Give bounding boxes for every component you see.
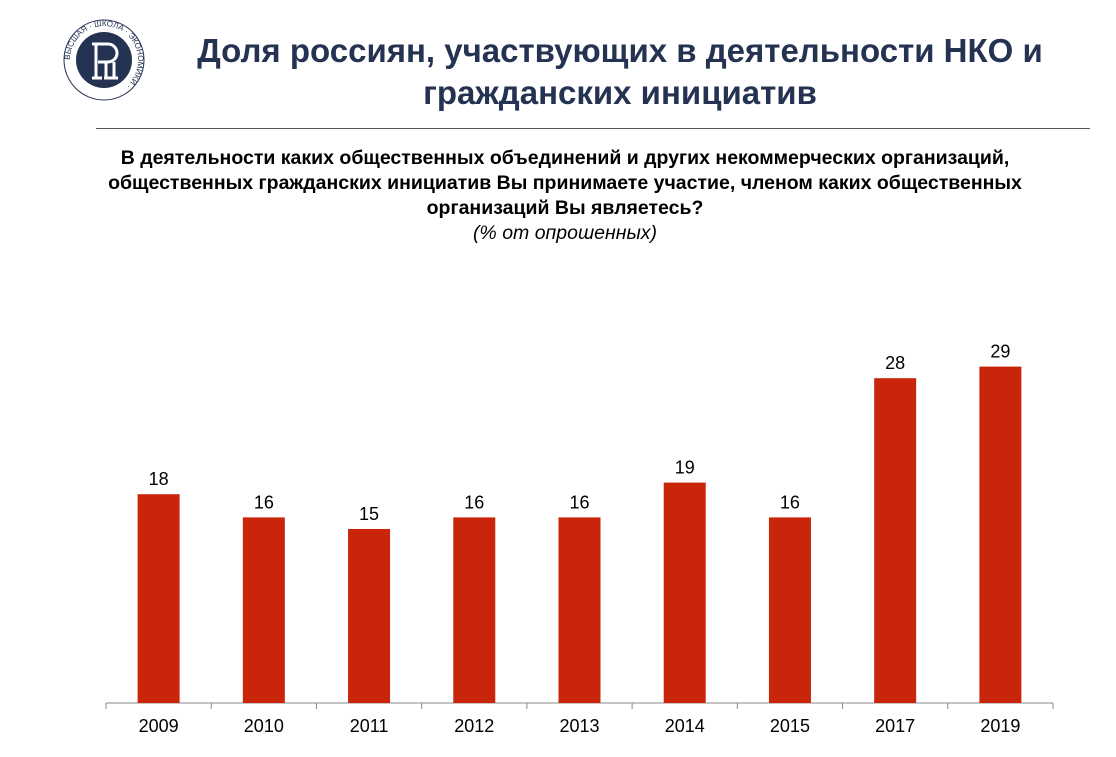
- data-label: 16: [464, 492, 484, 512]
- x-tick-label: 2012: [454, 716, 494, 736]
- data-label: 29: [990, 342, 1010, 362]
- x-tick-label: 2019: [980, 716, 1020, 736]
- data-label: 16: [254, 492, 274, 512]
- data-label: 15: [359, 504, 379, 524]
- page-title: Доля россиян, участвующих в деятельности…: [197, 32, 1043, 111]
- x-tick-label: 2017: [875, 716, 915, 736]
- x-tick-label: 2011: [350, 716, 389, 736]
- bar-2011: [348, 529, 391, 703]
- bar-2013: [558, 517, 601, 703]
- hse-logo: ВЫСШАЯ · ШКОЛА · ЭКОНОМИКИ ·: [63, 19, 145, 101]
- bar-2015: [768, 517, 811, 703]
- x-tick-label: 2010: [244, 716, 284, 736]
- bar-2017: [874, 378, 917, 703]
- title-divider: [96, 128, 1090, 129]
- x-tick-label: 2009: [139, 716, 179, 736]
- bar-2010: [242, 517, 285, 703]
- data-label: 16: [569, 492, 589, 512]
- data-label: 28: [885, 353, 905, 373]
- x-tick-label: 2013: [559, 716, 599, 736]
- bar-2012: [453, 517, 496, 703]
- x-tick-label: 2014: [665, 716, 705, 736]
- data-label: 19: [675, 458, 695, 478]
- data-label: 16: [780, 492, 800, 512]
- x-tick-label: 2015: [770, 716, 810, 736]
- bar-2009: [137, 494, 180, 703]
- data-label: 18: [149, 469, 169, 489]
- unit-label: (% от опрошенных): [472, 222, 658, 244]
- survey-question: В деятельности каких общественных объеди…: [108, 147, 1022, 219]
- bar-2019: [979, 366, 1022, 703]
- bar-2014: [663, 482, 706, 703]
